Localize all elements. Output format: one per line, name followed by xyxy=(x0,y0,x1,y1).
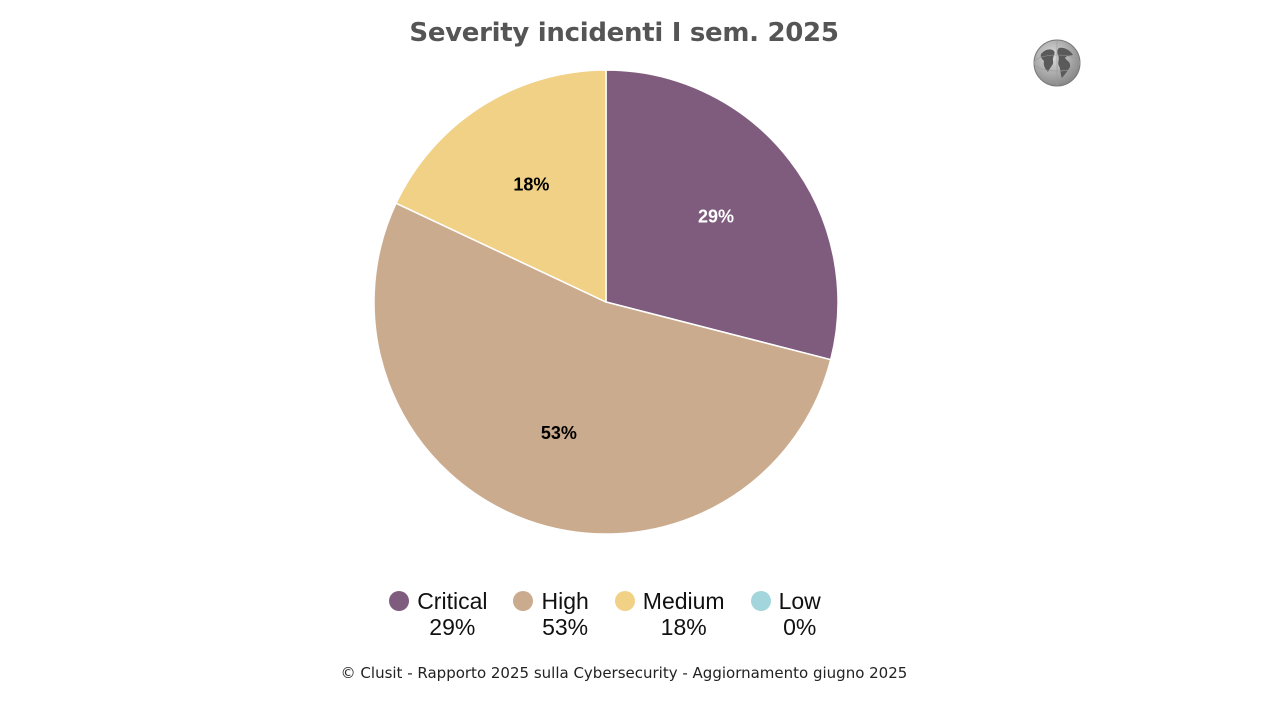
legend-swatch-low xyxy=(750,591,771,611)
pie-slice-medium xyxy=(395,69,607,304)
slice-label-high: 53% xyxy=(541,423,577,443)
legend: Critical 29% High 53% Medium 18% Low 0% xyxy=(0,588,1210,640)
slice-label-critical: 29% xyxy=(698,207,734,227)
pie-slice-high xyxy=(373,202,832,535)
footer-copyright: © Clusit - Rapporto 2025 sulla Cybersecu… xyxy=(340,664,908,682)
globe-icon xyxy=(1033,39,1081,87)
legend-value: 0% xyxy=(783,614,817,640)
legend-swatch-critical xyxy=(389,591,410,611)
legend-item-critical: Critical 29% xyxy=(389,588,487,640)
legend-item-high: High 53% xyxy=(513,588,589,640)
legend-item-medium: Medium 18% xyxy=(614,588,725,640)
legend-swatch-high xyxy=(513,591,534,611)
slice-label-medium: 18% xyxy=(513,174,549,194)
chart-title: Severity incidenti I sem. 2025 xyxy=(409,18,839,48)
pie-slice-critical xyxy=(605,69,839,361)
legend-label: Critical xyxy=(417,588,488,614)
legend-value: 18% xyxy=(660,614,707,640)
legend-value: 29% xyxy=(429,614,476,640)
legend-label: Low xyxy=(778,588,821,614)
legend-item-low: Low 0% xyxy=(750,588,821,640)
legend-swatch-medium xyxy=(614,591,635,611)
legend-label: High xyxy=(541,588,589,614)
legend-value: 53% xyxy=(542,614,589,640)
legend-label: Medium xyxy=(642,588,725,614)
